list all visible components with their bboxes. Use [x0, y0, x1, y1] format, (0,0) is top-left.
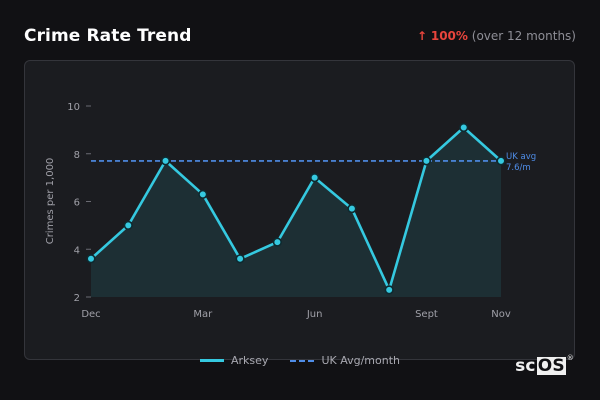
trend-change-period: (over 12 months)	[471, 29, 576, 43]
data-point	[384, 285, 394, 295]
data-point	[235, 254, 245, 264]
legend-reference-swatch	[290, 359, 315, 362]
y-tick-label: 2	[74, 293, 80, 304]
x-tick-label: Dec	[81, 309, 100, 320]
chart-title: Crime Rate Trend	[24, 26, 192, 46]
reference-label: UK avg	[506, 152, 536, 162]
chart-legend: Arksey UK Avg/month	[0, 354, 600, 367]
series-line	[89, 126, 503, 292]
y-tick-label: 6	[74, 198, 80, 209]
scos-logo: sc OS ®	[515, 354, 574, 376]
y-tick-label: 10	[67, 102, 80, 113]
trend-up-arrow-icon: ↑	[416, 29, 428, 43]
logo-text-sc: sc	[515, 356, 536, 376]
x-tick-label: Sept	[415, 309, 438, 320]
data-point	[272, 237, 282, 247]
data-point	[310, 173, 320, 183]
data-point	[347, 204, 357, 214]
data-point	[123, 220, 133, 230]
y-axis-label: Crimes per 1,000	[45, 158, 56, 245]
x-tick-label: Jun	[306, 309, 323, 320]
y-tick-label: 4	[74, 245, 80, 256]
data-point	[160, 156, 171, 166]
data-point	[421, 156, 432, 166]
trend-change-percent: 100%	[430, 29, 468, 43]
data-point	[496, 156, 506, 166]
legend-series-label: Arksey	[231, 354, 269, 367]
logo-text-os: OS	[536, 356, 566, 376]
x-tick-label: Nov	[491, 309, 511, 320]
legend-series-swatch	[200, 359, 224, 362]
data-point	[86, 254, 96, 264]
reference-value-label: 7.6/m	[506, 163, 531, 173]
legend-reference-label: UK Avg/month	[321, 354, 400, 367]
logo-registered-mark: ®	[566, 354, 574, 362]
y-tick-label: 8	[74, 150, 80, 161]
data-point	[198, 189, 208, 199]
legend-item-reference[interactable]: UK Avg/month	[290, 354, 400, 367]
legend-item-series[interactable]: Arksey	[200, 354, 268, 367]
trend-change-indicator: ↑ 100% (over 12 months)	[417, 29, 576, 43]
data-point	[459, 122, 469, 133]
x-tick-label: Mar	[193, 309, 213, 320]
